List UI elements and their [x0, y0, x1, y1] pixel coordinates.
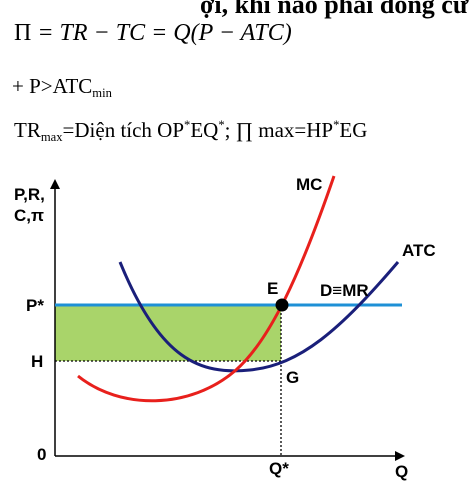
- point-g-label: G: [286, 368, 299, 387]
- profit-area: [55, 305, 281, 361]
- cut-off-heading: ợi, khi nào phải đóng cửa: [200, 0, 469, 19]
- x-axis-label: Q: [395, 462, 408, 481]
- maxima-sup-2: *: [218, 118, 225, 132]
- origin-label: 0: [37, 445, 46, 464]
- demand-label: D≡MR: [320, 281, 369, 300]
- y-axis-label-line-2: C,π: [14, 206, 44, 225]
- condition-line: + P>ATCmin: [12, 74, 112, 101]
- condition-text: + P>ATC: [12, 74, 93, 98]
- maxima-text-1: =Diện tích OP: [62, 118, 185, 142]
- profit-formula: Π = TR − TC = Q(P − ATC): [14, 20, 292, 47]
- profit-symbol: Π: [14, 20, 32, 46]
- maxima-sup-1: *: [184, 118, 191, 132]
- maxima-line: TRmax=Diện tích OP*EQ*; ∏ max=HP*EG: [14, 118, 367, 145]
- point-e-label: E: [267, 279, 278, 298]
- mc-label: MC: [296, 175, 322, 194]
- tr-subscript: max: [40, 130, 63, 144]
- condition-subscript: min: [92, 86, 112, 100]
- maxima-text-2: EQ: [190, 118, 219, 142]
- quantity-label: Q*: [269, 459, 289, 478]
- mc-curve: [77, 175, 336, 403]
- y-axis-label-line-1: P,R,: [14, 185, 45, 204]
- atc-curve: [118, 261, 400, 373]
- point-e-dot: [275, 298, 289, 312]
- profit-formula-rest: = TR − TC = Q(P − ATC): [31, 20, 292, 46]
- h-label: H: [31, 352, 43, 371]
- maxima-text-3: ; ∏ max=HP: [224, 118, 334, 142]
- tr-text: TR: [14, 118, 41, 142]
- price-label: P*: [26, 296, 44, 315]
- atc-label: ATC: [402, 241, 436, 260]
- maxima-sup-3: *: [333, 118, 340, 132]
- maxima-text-4: EG: [339, 118, 368, 142]
